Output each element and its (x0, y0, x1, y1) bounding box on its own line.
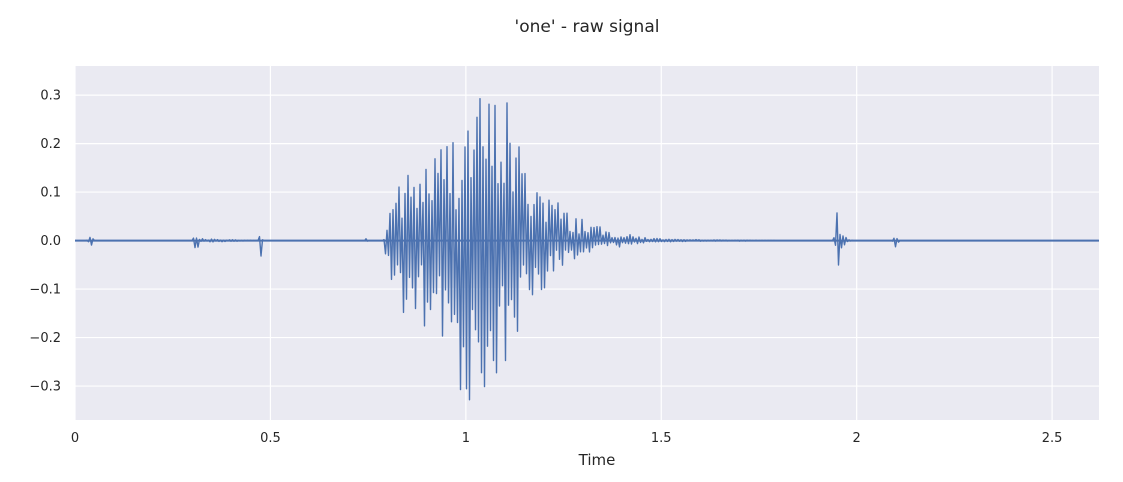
x-tick-label: 0.5 (260, 431, 281, 446)
y-tick-label: 0.2 (40, 137, 61, 152)
x-tick-label: 2 (853, 431, 861, 446)
y-tick-label: 0.0 (40, 234, 61, 249)
x-tick-label: 1 (462, 431, 470, 446)
x-axis-title: Time (578, 451, 616, 469)
y-tick-labels: 0.3 0.2 0.1 0.0 −0.1 −0.2 −0.3 (29, 89, 61, 395)
y-tick-label: 0.1 (40, 186, 61, 201)
y-tick-label: 0.3 (40, 89, 61, 104)
series-signal (75, 97, 1099, 401)
x-tick-label: 1.5 (651, 431, 672, 446)
x-tick-labels: 0 0.5 1 1.5 2 2.5 (71, 431, 1063, 446)
y-tick-label: −0.2 (29, 331, 61, 346)
y-tick-label: −0.1 (29, 283, 61, 298)
chart-title: 'one' - raw signal (515, 17, 660, 37)
x-tick-label: 0 (71, 431, 79, 446)
y-tick-label: −0.3 (29, 380, 61, 395)
x-tick-label: 2.5 (1042, 431, 1063, 446)
